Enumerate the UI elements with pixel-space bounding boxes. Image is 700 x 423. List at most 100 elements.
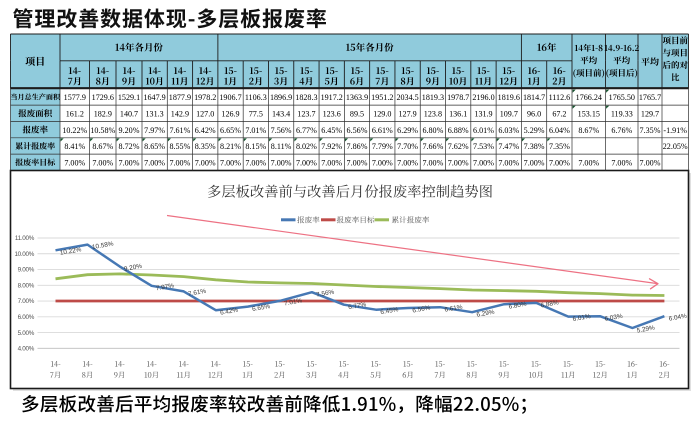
svg-text:8.72%: 8.72% (119, 142, 140, 151)
svg-text:6.56%: 6.56% (347, 126, 368, 135)
svg-text:129.7: 129.7 (641, 109, 659, 118)
svg-text:119.33: 119.33 (611, 109, 633, 118)
svg-text:182.9: 182.9 (94, 109, 112, 118)
svg-text:7.53%: 7.53% (473, 142, 494, 151)
svg-text:131.9: 131.9 (474, 109, 492, 118)
svg-text:5.29%: 5.29% (636, 324, 655, 334)
svg-text:7.00%: 7.00% (448, 158, 469, 167)
svg-text:6.01%: 6.01% (473, 126, 494, 135)
svg-text:126.9: 126.9 (221, 109, 239, 118)
svg-text:7.00%: 7.00% (245, 158, 266, 167)
svg-text:6.61%: 6.61% (372, 126, 393, 135)
svg-text:6.03%: 6.03% (498, 126, 519, 135)
svg-text:127.9: 127.9 (398, 109, 416, 118)
svg-text:77.5: 77.5 (249, 109, 263, 118)
svg-text:7.00%: 7.00% (372, 158, 393, 167)
svg-text:7.00%: 7.00% (64, 158, 85, 167)
svg-text:7.00%: 7.00% (640, 158, 661, 167)
svg-text:140.7: 140.7 (120, 109, 138, 118)
svg-text:8.15%: 8.15% (245, 142, 266, 151)
svg-text:7.00%: 7.00% (397, 158, 418, 167)
svg-text:7.35%: 7.35% (640, 126, 661, 135)
svg-text:7.00%: 7.00% (18, 298, 35, 305)
svg-text:6.65%: 6.65% (220, 126, 241, 135)
svg-text:1577.9: 1577.9 (64, 93, 86, 102)
svg-text:1529.1: 1529.1 (118, 93, 140, 102)
svg-text:8.67%: 8.67% (578, 126, 599, 135)
svg-text:7.92%: 7.92% (321, 142, 342, 151)
svg-text:8.65%: 8.65% (144, 142, 165, 151)
svg-text:7.00%: 7.00% (119, 158, 140, 167)
svg-text:142.9: 142.9 (171, 109, 189, 118)
svg-text:1766.24: 1766.24 (576, 93, 602, 102)
svg-text:7.00%: 7.00% (92, 158, 113, 167)
svg-text:6.04%: 6.04% (549, 126, 570, 135)
svg-text:7.70%: 7.70% (397, 142, 418, 151)
svg-text:6.42%: 6.42% (195, 126, 216, 135)
svg-text:6.77%: 6.77% (348, 301, 367, 311)
svg-text:6.42%: 6.42% (220, 307, 239, 317)
svg-text:6.61%: 6.61% (444, 304, 463, 314)
svg-text:6.29%: 6.29% (397, 126, 418, 135)
svg-text:1729.6: 1729.6 (92, 93, 114, 102)
svg-text:10.00%: 10.00% (14, 251, 34, 258)
svg-text:22.05%: 22.05% (663, 142, 688, 151)
svg-text:6.00%: 6.00% (18, 314, 35, 321)
svg-text:7.00%: 7.00% (169, 158, 190, 167)
svg-text:5.29%: 5.29% (524, 126, 545, 135)
svg-text:7.01%: 7.01% (284, 297, 303, 307)
svg-text:7.00%: 7.00% (321, 158, 342, 167)
svg-text:7.62%: 7.62% (448, 142, 469, 151)
svg-text:6.65%: 6.65% (252, 303, 271, 313)
svg-text:7.00%: 7.00% (271, 158, 292, 167)
svg-text:7.01%: 7.01% (245, 126, 266, 135)
svg-text:6.03%: 6.03% (604, 313, 623, 323)
svg-text:1819.3: 1819.3 (422, 93, 444, 102)
svg-text:1877.9: 1877.9 (169, 93, 191, 102)
svg-text:89.5: 89.5 (350, 109, 364, 118)
svg-text:6.45%: 6.45% (321, 126, 342, 135)
svg-text:1896.9: 1896.9 (270, 93, 292, 102)
svg-text:8.55%: 8.55% (169, 142, 190, 151)
svg-text:123.8: 123.8 (424, 109, 442, 118)
svg-text:1814.7: 1814.7 (523, 93, 545, 102)
svg-text:1978.2: 1978.2 (194, 93, 216, 102)
svg-text:6.80%: 6.80% (508, 301, 527, 311)
svg-text:161.2: 161.2 (66, 109, 84, 118)
svg-text:7.00%: 7.00% (296, 158, 317, 167)
svg-text:10.22%: 10.22% (62, 126, 87, 135)
svg-text:1819.6: 1819.6 (498, 93, 520, 102)
svg-text:7.00%: 7.00% (220, 158, 241, 167)
svg-text:6.80%: 6.80% (422, 126, 443, 135)
svg-text:6.56%: 6.56% (412, 304, 431, 314)
svg-text:67.2: 67.2 (552, 109, 566, 118)
svg-text:123.7: 123.7 (297, 109, 315, 118)
svg-text:9.20%: 9.20% (119, 126, 140, 135)
svg-text:109.7: 109.7 (500, 109, 518, 118)
svg-text:9.00%: 9.00% (18, 267, 35, 274)
svg-text:8.35%: 8.35% (195, 142, 216, 151)
svg-text:7.00%: 7.00% (498, 158, 519, 167)
svg-text:7.97%: 7.97% (144, 126, 165, 135)
svg-text:6.88%: 6.88% (540, 299, 559, 309)
svg-text:153.15: 153.15 (578, 109, 600, 118)
svg-text:7.66%: 7.66% (422, 142, 443, 151)
svg-text:1106.3: 1106.3 (245, 93, 267, 102)
svg-text:7.00%: 7.00% (195, 158, 216, 167)
svg-text:7.86%: 7.86% (347, 142, 368, 151)
svg-text:123.6: 123.6 (323, 109, 341, 118)
svg-text:6.04%: 6.04% (668, 313, 687, 323)
svg-text:8.21%: 8.21% (220, 142, 241, 151)
svg-text:7.00%: 7.00% (422, 158, 443, 167)
svg-text:1906.7: 1906.7 (219, 93, 241, 102)
svg-text:8.00%: 8.00% (18, 282, 35, 289)
svg-text:1647.9: 1647.9 (143, 93, 165, 102)
svg-text:7.79%: 7.79% (372, 142, 393, 151)
svg-text:6.76%: 6.76% (611, 126, 632, 135)
svg-text:96.0: 96.0 (527, 109, 541, 118)
svg-text:4.00%: 4.00% (18, 346, 35, 353)
svg-text:1363.9: 1363.9 (346, 93, 368, 102)
svg-text:9.20%: 9.20% (123, 263, 142, 273)
svg-text:10.58%: 10.58% (91, 240, 114, 251)
svg-text:6.77%: 6.77% (296, 126, 317, 135)
